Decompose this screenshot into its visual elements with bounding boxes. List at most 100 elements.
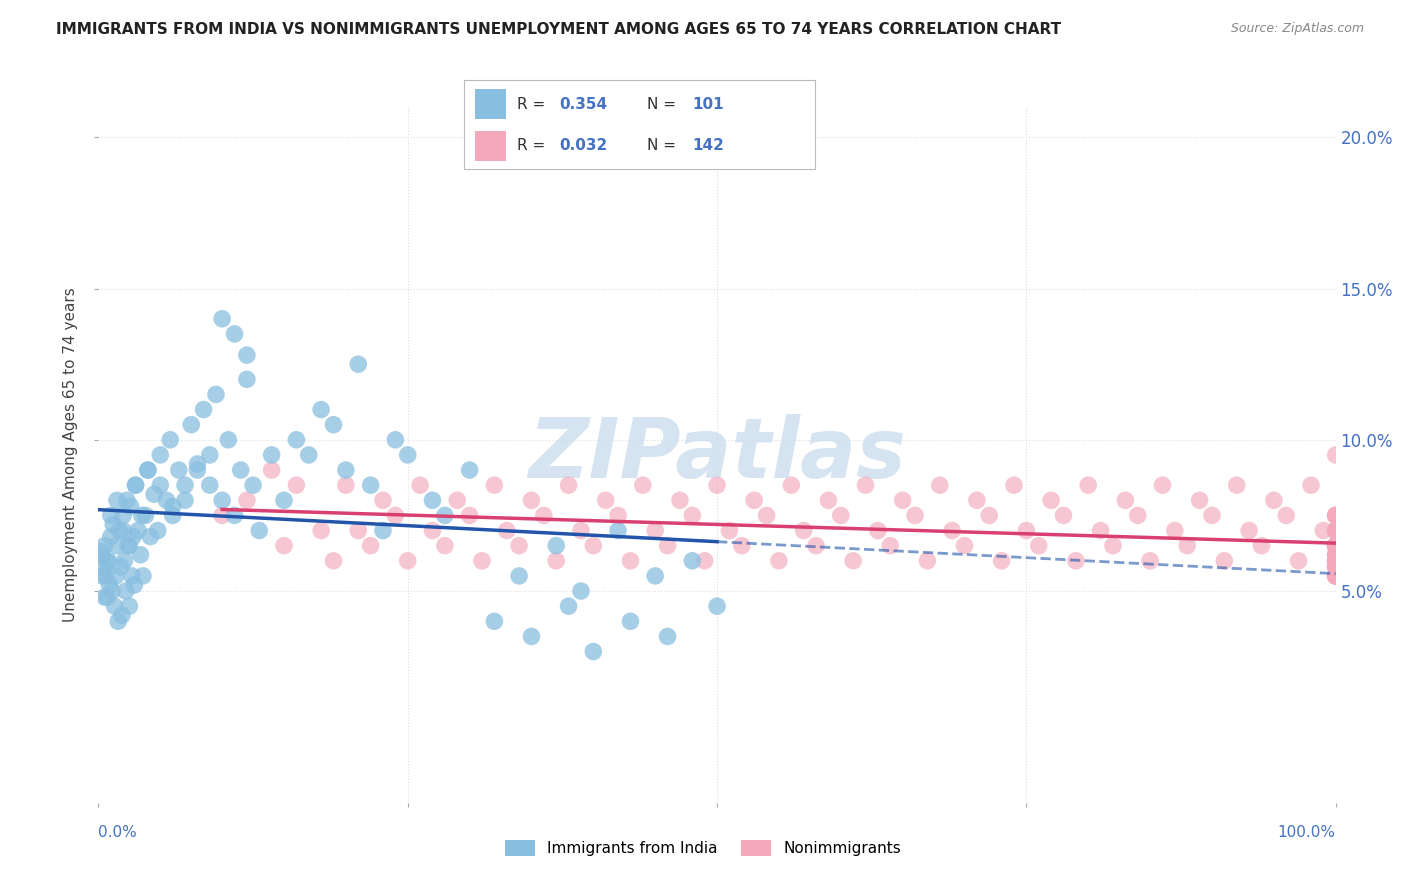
Point: [112, 524, 135, 538]
Point: [1324, 539, 1347, 553]
Point: [1250, 539, 1272, 553]
Point: [742, 493, 765, 508]
Point: [105, 539, 128, 553]
Point: [1077, 478, 1099, 492]
Point: [817, 493, 839, 508]
Point: [866, 524, 889, 538]
Point: [149, 478, 172, 492]
Point: [582, 539, 605, 553]
Point: [1324, 569, 1347, 583]
Text: 0.0%: 0.0%: [98, 825, 138, 840]
Point: [1324, 539, 1347, 553]
Point: [1324, 554, 1347, 568]
Point: [96, 590, 118, 604]
Point: [928, 478, 950, 492]
Point: [508, 539, 530, 553]
Point: [396, 554, 419, 568]
Text: R =: R =: [517, 97, 550, 112]
Point: [1324, 559, 1347, 574]
Point: [112, 508, 135, 523]
Point: [322, 417, 344, 432]
Point: [557, 478, 579, 492]
Point: [335, 478, 357, 492]
Point: [1324, 554, 1347, 568]
Point: [247, 524, 270, 538]
Point: [124, 478, 146, 492]
Point: [1312, 524, 1334, 538]
Point: [780, 478, 803, 492]
Point: [1324, 554, 1347, 568]
Text: 100.0%: 100.0%: [1278, 825, 1336, 840]
Point: [1324, 508, 1347, 523]
Text: 101: 101: [693, 97, 724, 112]
Point: [91, 569, 114, 583]
Text: N =: N =: [647, 97, 681, 112]
Point: [891, 493, 914, 508]
Point: [793, 524, 815, 538]
Point: [136, 463, 159, 477]
Point: [917, 554, 939, 568]
Point: [830, 508, 852, 523]
Point: [1324, 539, 1347, 553]
Point: [569, 584, 592, 599]
Point: [103, 599, 125, 614]
Point: [1324, 554, 1347, 568]
Point: [409, 478, 432, 492]
Point: [718, 524, 741, 538]
Point: [371, 493, 394, 508]
Point: [607, 508, 630, 523]
Point: [1090, 524, 1112, 538]
Point: [1324, 539, 1347, 553]
Point: [904, 508, 927, 523]
Point: [211, 311, 233, 326]
Point: [93, 559, 115, 574]
Point: [122, 530, 145, 544]
Point: [273, 539, 295, 553]
Point: [546, 539, 568, 553]
Point: [322, 554, 344, 568]
Point: [1324, 548, 1347, 562]
Point: [768, 554, 790, 568]
Point: [1324, 524, 1347, 538]
Point: [706, 478, 728, 492]
Point: [1324, 569, 1347, 583]
Point: [1324, 554, 1347, 568]
Point: [198, 478, 221, 492]
Text: R =: R =: [517, 138, 550, 153]
Point: [136, 463, 159, 477]
Point: [669, 493, 692, 508]
Point: [100, 530, 122, 544]
Point: [508, 569, 530, 583]
Point: [1201, 508, 1223, 523]
Point: [1002, 478, 1025, 492]
Text: IMMIGRANTS FROM INDIA VS NONIMMIGRANTS UNEMPLOYMENT AMONG AGES 65 TO 74 YEARS CO: IMMIGRANTS FROM INDIA VS NONIMMIGRANTS U…: [56, 22, 1062, 37]
Point: [105, 493, 128, 508]
Point: [143, 487, 166, 501]
Point: [198, 448, 221, 462]
Point: [260, 448, 283, 462]
Point: [1324, 548, 1347, 562]
Point: [1324, 524, 1347, 538]
Point: [422, 524, 444, 538]
Point: [1188, 493, 1211, 508]
Point: [484, 615, 506, 629]
Point: [104, 569, 127, 583]
Point: [1324, 559, 1347, 574]
Point: [309, 524, 332, 538]
Point: [569, 524, 592, 538]
Point: [1152, 478, 1174, 492]
Point: [520, 493, 543, 508]
Point: [1324, 548, 1347, 562]
Point: [98, 578, 121, 592]
Point: [855, 478, 877, 492]
Point: [360, 539, 382, 553]
Point: [1324, 554, 1347, 568]
Point: [101, 584, 124, 599]
Point: [1324, 539, 1347, 553]
Point: [1324, 524, 1347, 538]
Point: [619, 615, 641, 629]
Point: [1028, 539, 1050, 553]
Point: [103, 517, 125, 532]
Point: [1324, 539, 1347, 553]
Bar: [475, 131, 506, 161]
